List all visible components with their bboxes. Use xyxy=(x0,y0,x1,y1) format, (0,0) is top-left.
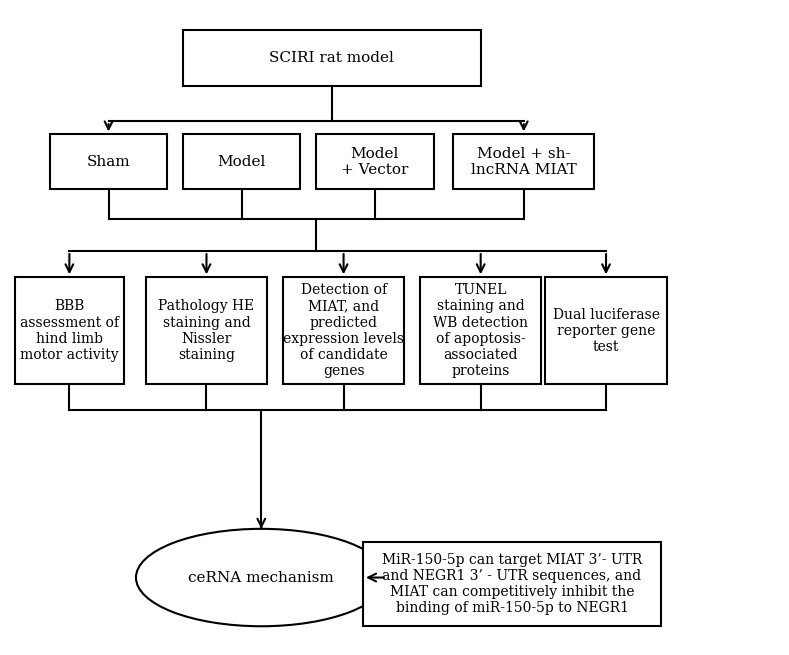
Text: Model: Model xyxy=(218,155,266,169)
Text: Detection of
MIAT, and
predicted
expression levels
of candidate
genes: Detection of MIAT, and predicted express… xyxy=(283,283,404,378)
FancyBboxPatch shape xyxy=(316,134,434,189)
FancyBboxPatch shape xyxy=(363,542,661,626)
FancyBboxPatch shape xyxy=(545,277,667,384)
FancyBboxPatch shape xyxy=(183,30,481,86)
FancyBboxPatch shape xyxy=(183,134,301,189)
Text: TUNEL
staining and
WB detection
of apoptosis-
associated
proteins: TUNEL staining and WB detection of apopt… xyxy=(433,283,528,378)
Text: ceRNA mechanism: ceRNA mechanism xyxy=(189,571,335,584)
Text: SCIRI rat model: SCIRI rat model xyxy=(269,51,394,65)
Text: BBB
assessment of
hind limb
motor activity: BBB assessment of hind limb motor activi… xyxy=(20,299,119,362)
Text: Dual luciferase
reporter gene
test: Dual luciferase reporter gene test xyxy=(552,308,660,354)
FancyBboxPatch shape xyxy=(14,277,124,384)
Text: Model
+ Vector: Model + Vector xyxy=(341,147,409,177)
FancyBboxPatch shape xyxy=(146,277,267,384)
Text: Sham: Sham xyxy=(87,155,130,169)
FancyBboxPatch shape xyxy=(283,277,404,384)
FancyBboxPatch shape xyxy=(453,134,594,189)
Text: Pathology HE
staining and
Nissler
staining: Pathology HE staining and Nissler staini… xyxy=(159,299,255,362)
Ellipse shape xyxy=(136,529,387,626)
FancyBboxPatch shape xyxy=(50,134,167,189)
FancyBboxPatch shape xyxy=(420,277,541,384)
Text: MiR-150-5p can target MIAT 3’- UTR
and NEGR1 3’ - UTR sequences, and
MIAT can co: MiR-150-5p can target MIAT 3’- UTR and N… xyxy=(382,553,642,615)
Text: Model + sh-
lncRNA MIAT: Model + sh- lncRNA MIAT xyxy=(471,147,577,177)
